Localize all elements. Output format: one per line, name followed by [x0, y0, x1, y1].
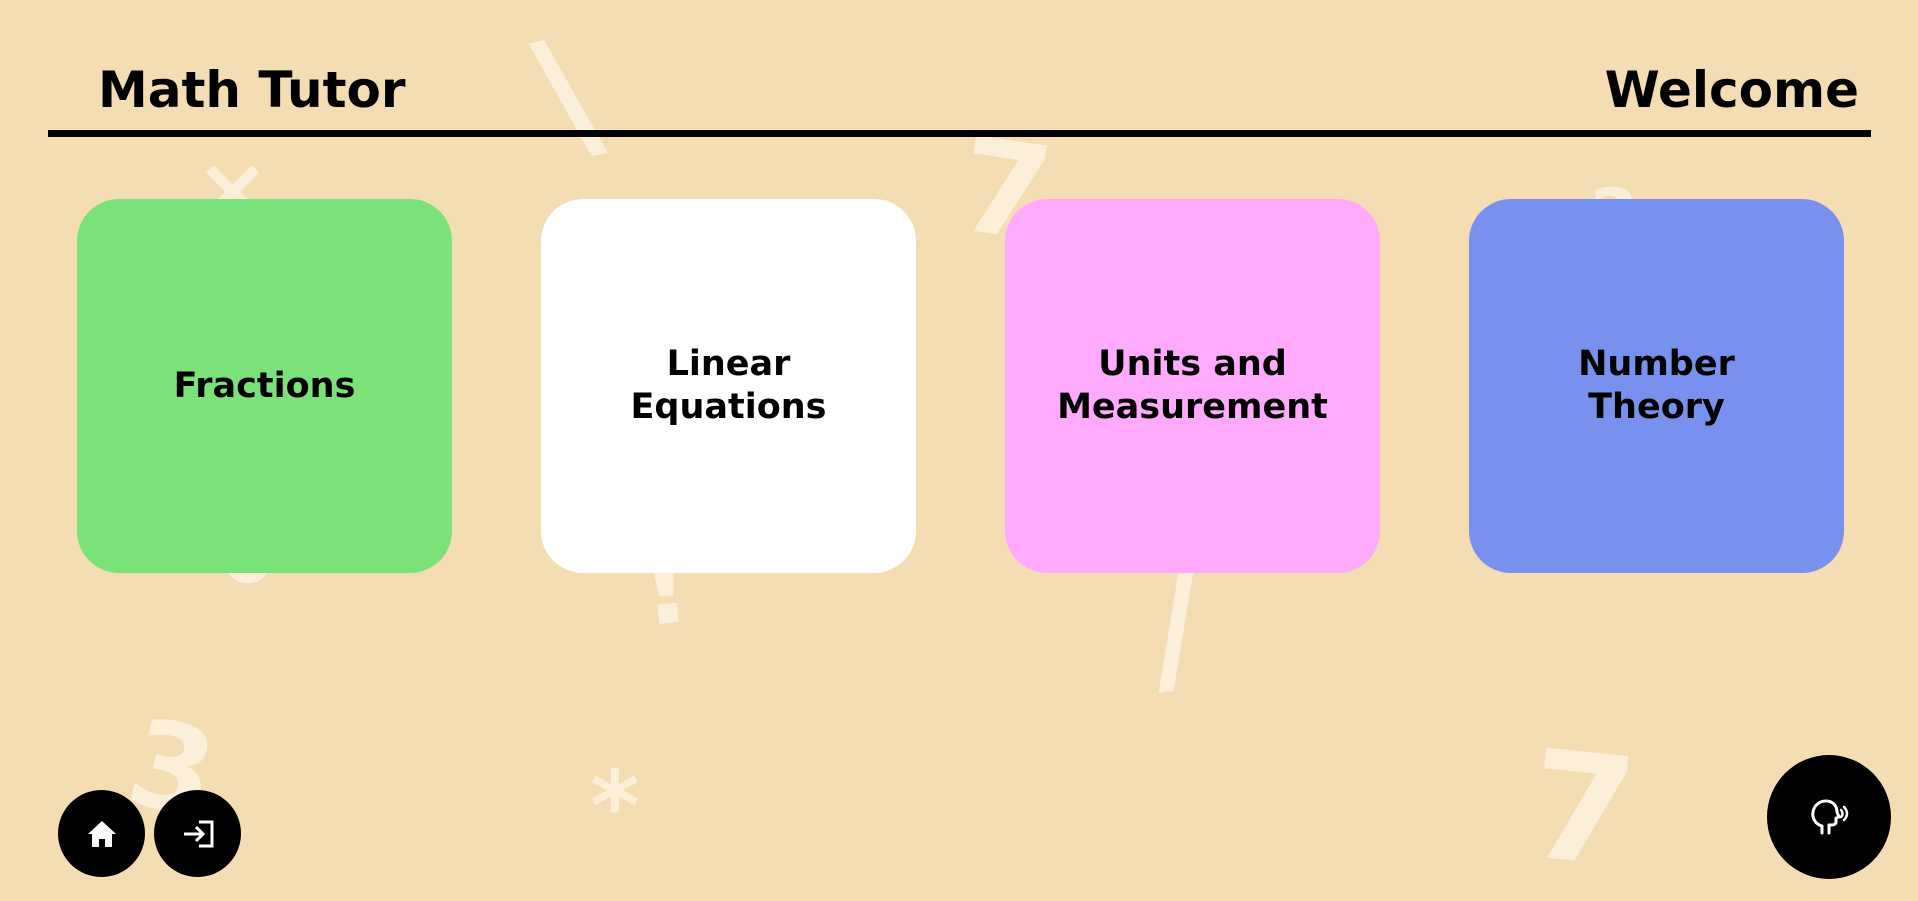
background-glyph: *: [590, 752, 640, 862]
background-glyph: /: [1138, 545, 1213, 714]
speaking-head-icon: [1811, 799, 1849, 835]
topic-card-number-theory[interactable]: Number Theory: [1469, 199, 1844, 573]
topic-card-fractions[interactable]: Fractions: [77, 199, 452, 573]
welcome-text: Welcome: [1604, 61, 1859, 119]
home-button[interactable]: [58, 790, 145, 877]
background-glyph: 7: [1521, 718, 1644, 901]
sign-in-button[interactable]: [154, 790, 241, 877]
topic-card-label: Number Theory: [1578, 344, 1735, 427]
topic-card-label: Fractions: [173, 365, 356, 406]
topic-card-label: Linear Equations: [630, 344, 827, 427]
topic-card-label: Units and Measurement: [1057, 344, 1328, 427]
sign-in-icon: [183, 820, 213, 847]
home-icon: [87, 820, 116, 847]
topic-cards: Fractions Linear Equations Units and Mea…: [77, 199, 1844, 573]
app-title: Math Tutor: [98, 61, 406, 119]
topic-card-linear-equations[interactable]: Linear Equations: [541, 199, 916, 573]
header: Math Tutor Welcome: [48, 50, 1871, 137]
speak-button[interactable]: [1767, 755, 1891, 879]
topic-card-units-and-measurement[interactable]: Units and Measurement: [1005, 199, 1380, 573]
